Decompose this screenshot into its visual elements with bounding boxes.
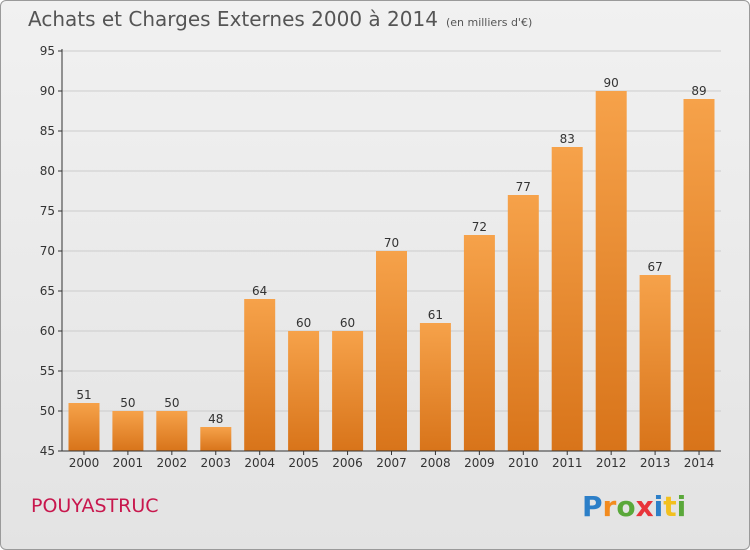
- x-tick-label: 2010: [508, 456, 539, 470]
- x-tick-label: 2002: [157, 456, 188, 470]
- bar-2008: [419, 323, 451, 451]
- x-tick-label: 2012: [596, 456, 627, 470]
- x-tick-label: 2014: [684, 456, 715, 470]
- x-tick-label: 2000: [69, 456, 100, 470]
- y-tick-label: 60: [40, 324, 55, 338]
- y-tick-label: 90: [40, 84, 55, 98]
- data-label: 60: [340, 316, 355, 330]
- data-label: 77: [516, 180, 531, 194]
- bar-2001: [112, 411, 144, 451]
- bar-2002: [156, 411, 188, 451]
- y-tick-label: 85: [40, 124, 55, 138]
- data-label: 50: [164, 396, 179, 410]
- bar-2009: [463, 235, 495, 451]
- y-tick-label: 70: [40, 244, 55, 258]
- bars: [68, 91, 715, 451]
- data-label: 90: [604, 76, 619, 90]
- labels: 45 50 55 60 65 70 75 80 85 90 95 2000 51 2001 50 2002 50…: [40, 44, 715, 470]
- y-tick-label: 80: [40, 164, 55, 178]
- bar-2006: [332, 331, 364, 451]
- proxiti-logo: Proxiti: [582, 490, 686, 523]
- bar-2007: [376, 251, 407, 451]
- y-tick-label: 95: [40, 44, 55, 58]
- data-label: 64: [252, 284, 267, 298]
- x-tick-label: 2003: [200, 456, 231, 470]
- bar-2003: [200, 427, 232, 451]
- data-label: 70: [384, 236, 399, 250]
- axes: [58, 49, 721, 455]
- chart-title-text: Achats et Charges Externes 2000 à 2014: [28, 7, 438, 31]
- bar-2011: [551, 147, 583, 451]
- y-tick-label: 75: [40, 204, 55, 218]
- place-name: POUYASTRUC: [31, 495, 159, 517]
- x-tick-label: 2001: [113, 456, 144, 470]
- bar-2014: [683, 99, 715, 451]
- data-label: 50: [120, 396, 135, 410]
- y-tick-label: 45: [40, 444, 55, 458]
- data-label: 51: [76, 388, 91, 402]
- x-tick-label: 2004: [244, 456, 275, 470]
- x-tick-label: 2007: [376, 456, 407, 470]
- bar-2000: [68, 403, 100, 451]
- data-label: 67: [647, 260, 662, 274]
- bar-2004: [244, 299, 276, 451]
- chart-subtitle: (en milliers d'€): [445, 16, 533, 29]
- bar-2012: [595, 91, 627, 451]
- y-tick-label: 55: [40, 364, 55, 378]
- y-tick-label: 50: [40, 404, 55, 418]
- x-tick-label: 2008: [420, 456, 451, 470]
- x-tick-label: 2006: [332, 456, 363, 470]
- data-label: 60: [296, 316, 311, 330]
- data-label: 89: [691, 84, 706, 98]
- data-label: 72: [472, 220, 487, 234]
- x-tick-label: 2013: [640, 456, 671, 470]
- bar-2005: [288, 331, 320, 451]
- data-label: 83: [560, 132, 575, 146]
- bar-2013: [639, 275, 671, 451]
- chart-title: Achats et Charges Externes 2000 à 2014 (e…: [28, 7, 532, 31]
- y-tick-label: 65: [40, 284, 55, 298]
- data-label: 61: [428, 308, 443, 322]
- data-label: 48: [208, 412, 223, 426]
- x-tick-label: 2005: [288, 456, 319, 470]
- x-tick-label: 2011: [552, 456, 583, 470]
- bar-2010: [507, 195, 539, 451]
- svg-text:Proxiti: Proxiti: [582, 490, 686, 523]
- x-tick-label: 2009: [464, 456, 495, 470]
